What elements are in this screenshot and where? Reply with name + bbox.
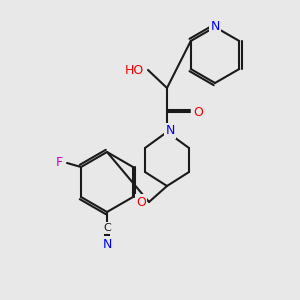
Text: F: F [56,157,63,169]
Text: N: N [165,124,175,137]
Text: N: N [102,238,112,250]
Text: HO: HO [125,64,144,76]
Text: N: N [210,20,220,34]
Text: O: O [193,106,203,118]
Text: C: C [103,223,111,233]
Text: O: O [136,196,146,208]
